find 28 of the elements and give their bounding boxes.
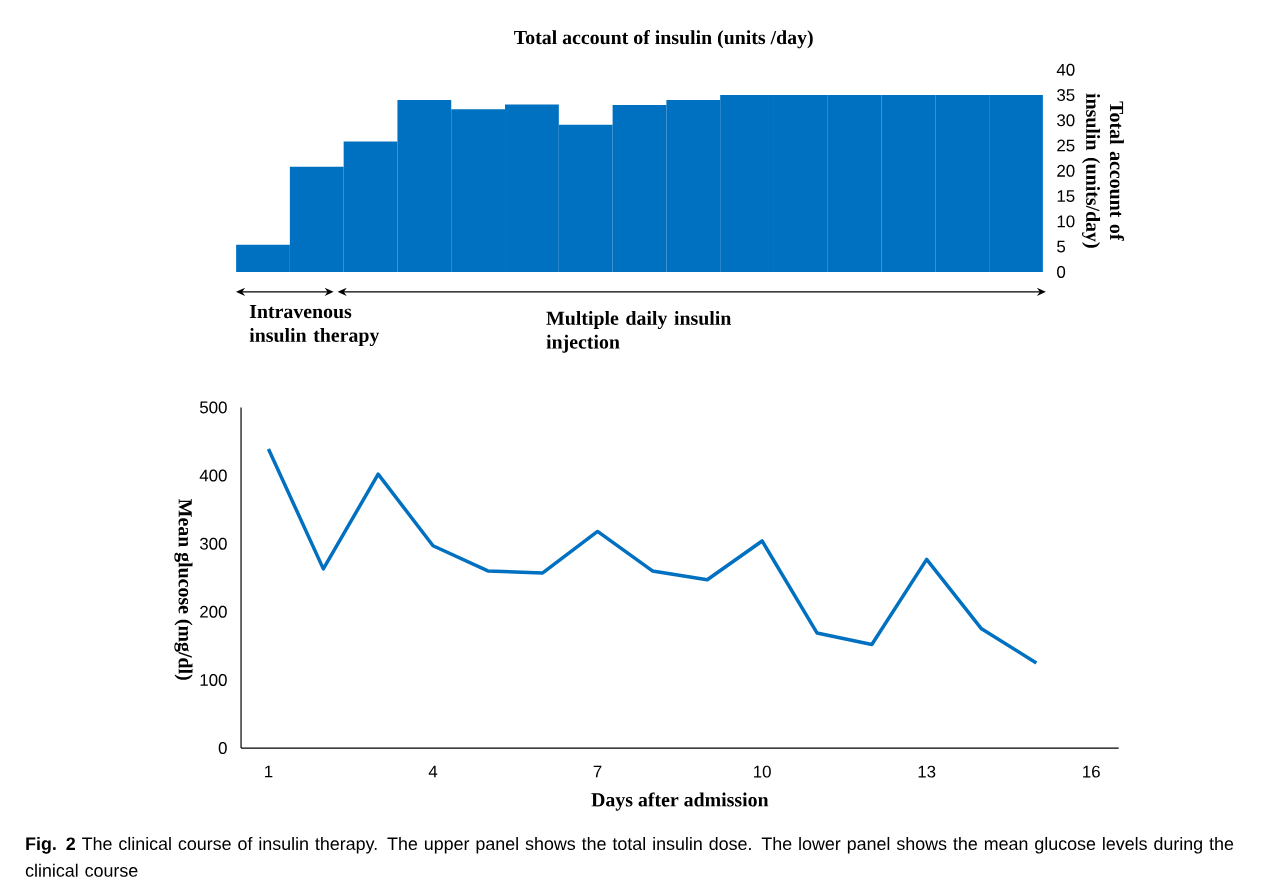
text: Multiple daily insulin injection: [546, 311, 732, 354]
x-tick-label: 1: [265, 765, 273, 778]
y-axis-title: Mean glucose (mg/dl): [174, 499, 193, 681]
y-tick-label: 100: [200, 674, 227, 687]
y-axis-title: Total account of insulin (units/day): [1081, 93, 1125, 248]
x-axis-title: Days after admission: [591, 792, 769, 811]
y-tick-label: 400: [199, 469, 227, 482]
y-tick-label: 200: [200, 606, 227, 619]
y-tick-label: 10: [1057, 215, 1075, 228]
y-tick-label: 0: [218, 742, 227, 755]
y-tick-label: 5: [1057, 241, 1066, 253]
text: Fig. 2 The clinical course of insulin therapy. The upper panel shows the total insulin dose. The lower panel shows the mean glucose levels during the clinical course: [25, 837, 1234, 878]
x-tick-label: 7: [593, 765, 602, 778]
chart-title: Total account of insulin (units /day): [514, 30, 813, 49]
y-tick-label: 20: [1057, 165, 1075, 178]
y-tick-label: 35: [1057, 89, 1075, 102]
text: Intravenous insulin therapy: [249, 305, 380, 347]
y-tick-label: 25: [1057, 139, 1075, 152]
x-tick-label: 16: [1083, 765, 1100, 778]
y-tick-label: 300: [199, 537, 227, 550]
y-tick-label: 15: [1057, 190, 1075, 203]
y-tick-label: 40: [1056, 63, 1075, 76]
x-tick-label: 4: [428, 765, 438, 778]
x-tick-label: 10: [754, 765, 771, 778]
x-tick-label: 13: [918, 765, 936, 778]
y-tick-label: 0: [1057, 266, 1066, 279]
y-tick-label: 30: [1057, 114, 1075, 127]
y-tick-label: 500: [199, 401, 227, 414]
